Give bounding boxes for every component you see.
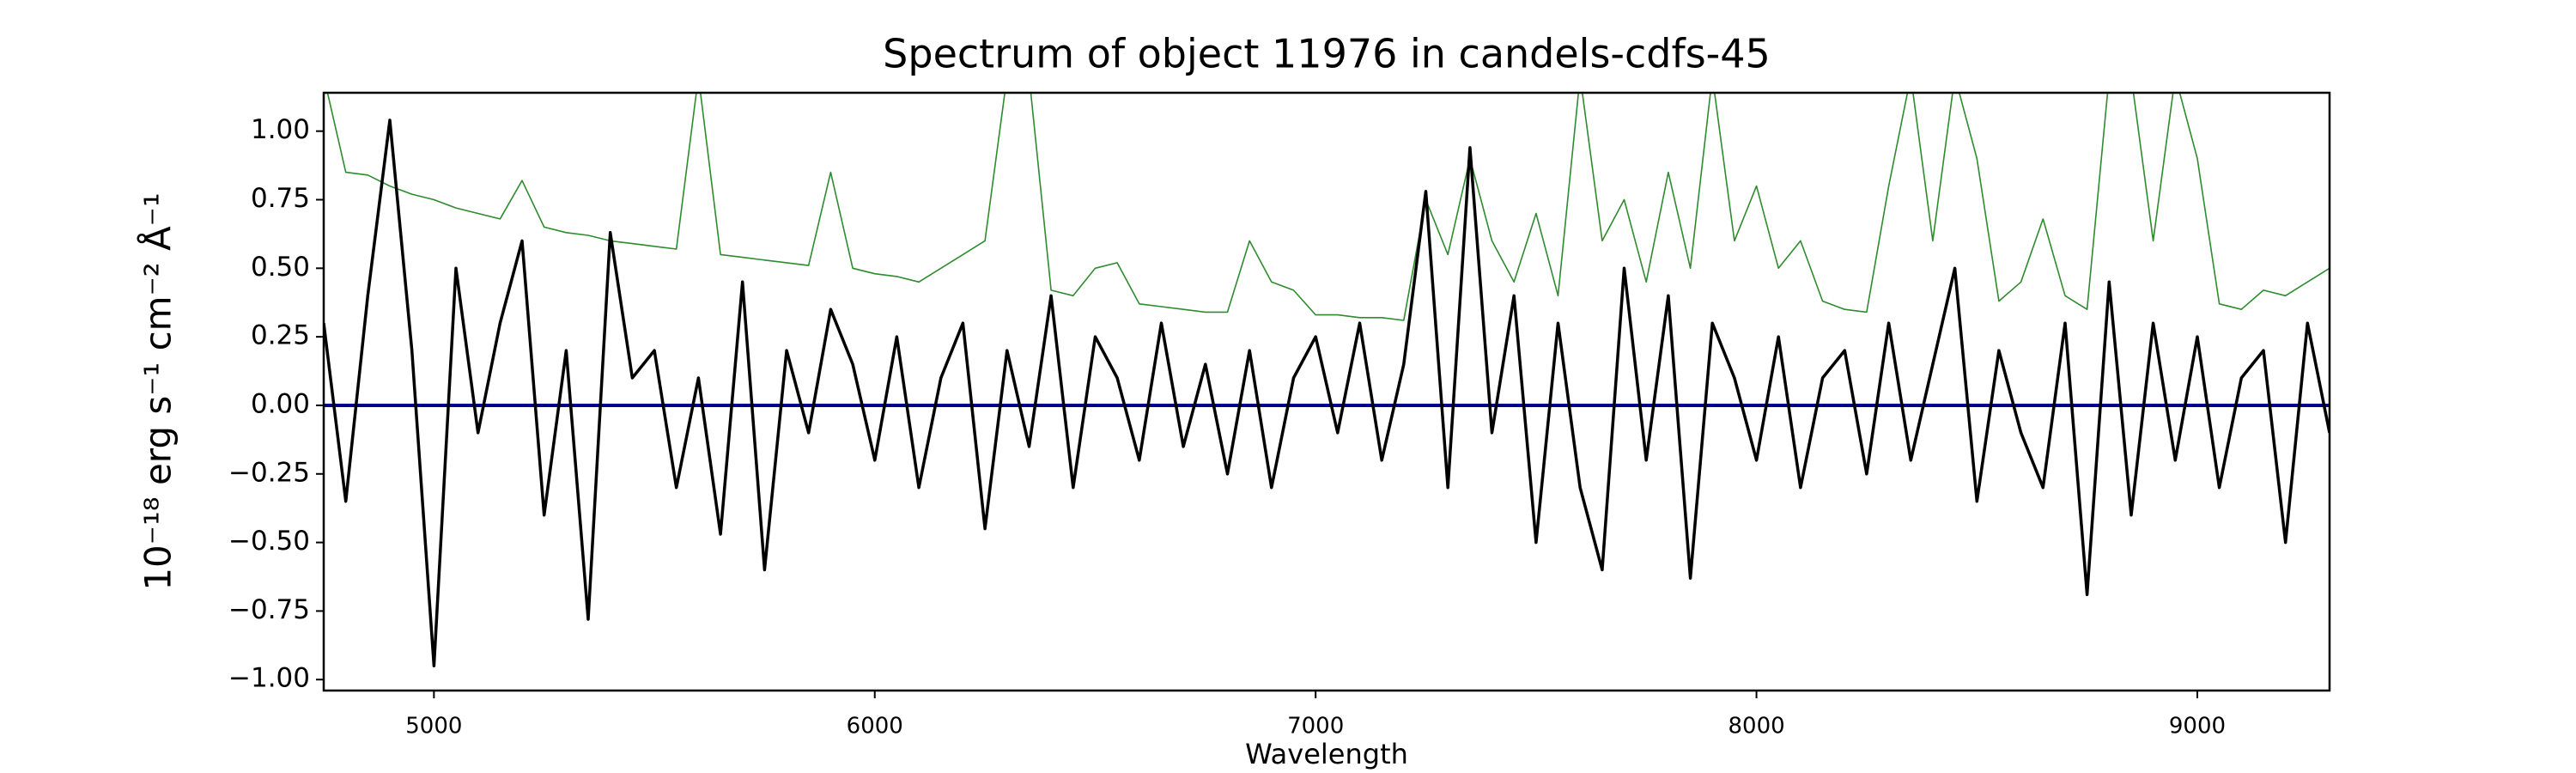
y-tick-label: −1.00: [228, 663, 310, 694]
y-axis-label: 10⁻¹⁸ erg s⁻¹ cm⁻² Å⁻¹: [137, 192, 179, 590]
y-tick-label: −0.25: [228, 457, 310, 488]
x-tick-label: 7000: [1287, 714, 1344, 740]
y-tick-label: −0.50: [228, 526, 310, 557]
x-tick-label: 8000: [1728, 714, 1784, 740]
spectrum-line: [324, 119, 2330, 668]
y-tick-label: 0.25: [251, 320, 310, 351]
spectrum-line: [326, 93, 2330, 321]
x-tick-label: 5000: [405, 714, 462, 740]
x-tick-label: 6000: [847, 714, 903, 740]
y-tick-label: 0.75: [251, 183, 310, 214]
y-tick-label: 0.50: [251, 252, 310, 283]
y-tick-label: 0.00: [251, 388, 310, 419]
x-axis-label: Wavelength: [1245, 738, 1408, 770]
axes-frame: [322, 91, 2331, 692]
y-tick-label: −0.75: [228, 594, 310, 625]
chart-title: Spectrum of object 11976 in candels-cdfs…: [883, 31, 1771, 77]
x-tick-label: 9000: [2169, 714, 2226, 740]
y-tick-label: 1.00: [251, 114, 310, 145]
plot-area: [324, 93, 2330, 668]
